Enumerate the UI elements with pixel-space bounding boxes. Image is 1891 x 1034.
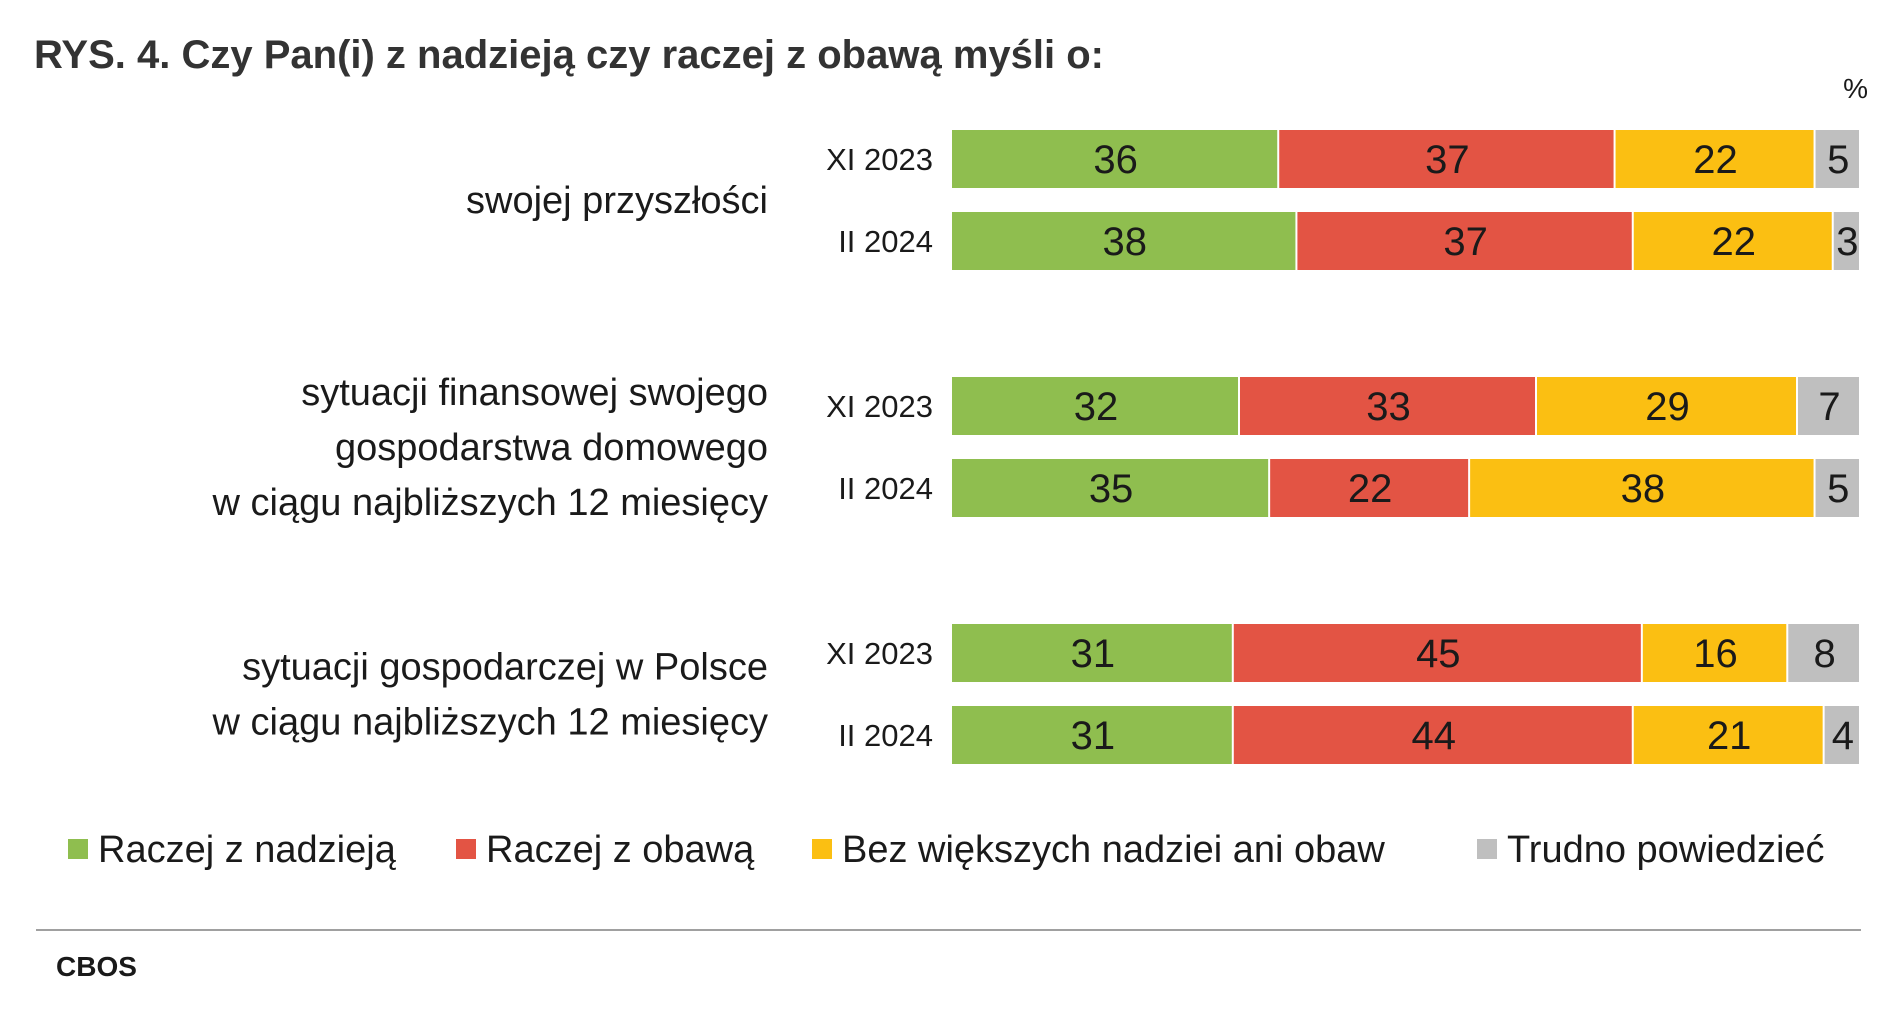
- group-label-line: w ciągu najbliższych 12 miesięcy: [212, 482, 768, 524]
- legend-label: Raczej z nadzieją: [98, 829, 397, 871]
- legend-swatch: [68, 839, 88, 859]
- legend-swatch: [1477, 839, 1497, 859]
- bar-segment: [1642, 624, 1787, 682]
- group-label-line: w ciągu najbliższych 12 miesięcy: [212, 702, 768, 744]
- period-label: II 2024: [838, 471, 933, 506]
- unit-label: %: [1843, 73, 1868, 104]
- bar-segment: [1824, 706, 1859, 764]
- data-label: 37: [1443, 220, 1488, 264]
- source-label: CBOS: [56, 951, 137, 982]
- bar-segment: [1270, 459, 1469, 517]
- data-label: 22: [1348, 467, 1393, 511]
- bar-segment: [952, 212, 1296, 270]
- bar-segment: [952, 706, 1232, 764]
- bar-segment: [1297, 212, 1632, 270]
- bar-segment: [1240, 377, 1535, 435]
- bar-segment: [1833, 212, 1859, 270]
- legend-item: Raczej z obawą: [456, 829, 755, 871]
- data-label: 22: [1693, 138, 1738, 182]
- period-label: XI 2023: [826, 636, 933, 671]
- data-label: 32: [1074, 385, 1119, 429]
- legend: Raczej z nadzieją Raczej z obawą Bez więks…: [68, 829, 1825, 871]
- data-label: 44: [1412, 714, 1457, 758]
- data-label: 5: [1827, 467, 1849, 511]
- data-label: 38: [1102, 220, 1147, 264]
- bar-group-3: sytuacji gospodarczej w Polsce w ciągu na…: [212, 624, 1859, 764]
- bar-segment: [1537, 377, 1796, 435]
- period-label: II 2024: [838, 718, 933, 753]
- group-label-line: swojej przyszłości: [466, 180, 768, 222]
- data-label: 38: [1621, 467, 1666, 511]
- bar-row: II 2024 38 37 22 3: [838, 212, 1859, 270]
- data-label: 31: [1071, 632, 1116, 676]
- legend-label: Trudno powiedzieć: [1507, 829, 1825, 871]
- legend-label: Raczej z obawą: [486, 829, 755, 871]
- bar-row: XI 2023 36 37 22 5: [826, 130, 1859, 188]
- period-label: XI 2023: [826, 389, 933, 424]
- group-label-line: sytuacji finansowej swojego: [301, 372, 768, 414]
- bar-segment: [1233, 624, 1641, 682]
- group-label-line: gospodarstwa domowego: [335, 427, 768, 469]
- legend-label: Bez większych nadziei ani obaw: [842, 829, 1385, 871]
- data-label: 29: [1645, 385, 1690, 429]
- chart-title: RYS. 4. Czy Pan(i) z nadzieją czy raczej…: [34, 33, 1104, 77]
- bar-segment: [1470, 459, 1814, 517]
- bar-group-2: sytuacji finansowej swojego gospodarstwa …: [212, 372, 1859, 524]
- data-label: 7: [1818, 385, 1840, 429]
- data-label: 45: [1416, 632, 1461, 676]
- legend-item: Bez większych nadziei ani obaw: [812, 829, 1385, 871]
- group-label-line: sytuacji gospodarczej w Polsce: [242, 647, 768, 689]
- data-label: 37: [1425, 138, 1470, 182]
- bar-row: XI 2023 32 33 29 7: [826, 377, 1859, 435]
- data-label: 21: [1707, 714, 1752, 758]
- bar-segment: [1615, 130, 1814, 188]
- data-label: 36: [1093, 138, 1138, 182]
- bar-segment: [952, 459, 1269, 517]
- bar-group-1: swojej przyszłości XI 2023 36 37 22 5 II 2024 3…: [466, 130, 1859, 270]
- data-label: 3: [1836, 220, 1858, 264]
- legend-item: Trudno powiedzieć: [1477, 829, 1825, 871]
- bar-segment: [1788, 624, 1859, 682]
- bar-segment: [1279, 130, 1614, 188]
- bar-row: XI 2023 31 45 16 8: [826, 624, 1859, 682]
- bar-segment: [1233, 706, 1632, 764]
- data-label: 31: [1071, 714, 1116, 758]
- bar-segment: [1633, 212, 1832, 270]
- data-label: 33: [1366, 385, 1411, 429]
- bar-row: II 2024 31 44 21 4: [838, 706, 1859, 764]
- bar-segment: [1815, 459, 1859, 517]
- data-label: 5: [1827, 138, 1849, 182]
- data-label: 35: [1089, 467, 1134, 511]
- bar-segment: [1798, 377, 1859, 435]
- bar-row: II 2024 35 22 38 5: [838, 459, 1859, 517]
- legend-item: Raczej z nadzieją: [68, 829, 397, 871]
- data-label: 4: [1832, 714, 1854, 758]
- legend-swatch: [812, 839, 832, 859]
- bar-segment: [952, 624, 1232, 682]
- data-label: 16: [1693, 632, 1738, 676]
- period-label: XI 2023: [826, 142, 933, 177]
- bar-segment: [952, 130, 1278, 188]
- data-label: 22: [1711, 220, 1756, 264]
- period-label: II 2024: [838, 224, 933, 259]
- bar-segment: [952, 377, 1238, 435]
- legend-swatch: [456, 839, 476, 859]
- data-label: 8: [1814, 632, 1836, 676]
- bar-segment: [1633, 706, 1823, 764]
- bar-segment: [1815, 130, 1859, 188]
